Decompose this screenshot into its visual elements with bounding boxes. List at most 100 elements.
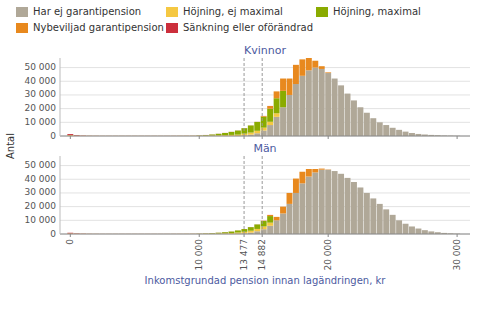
bar-segment xyxy=(364,112,370,113)
bar-segment xyxy=(370,198,376,199)
bar-segment xyxy=(396,220,402,221)
bar-segment xyxy=(383,125,389,126)
bar-segment xyxy=(254,229,260,231)
bar-segment xyxy=(403,223,409,224)
bar-segment xyxy=(261,220,267,221)
bar-segment xyxy=(280,213,286,234)
bar-segment xyxy=(261,116,267,118)
bar-segment xyxy=(377,203,383,204)
bar-segment xyxy=(351,182,357,183)
bar-segment xyxy=(435,232,441,233)
y-axis-label: Antal xyxy=(5,133,16,159)
x-axis xyxy=(60,136,470,137)
bar-segment xyxy=(332,78,338,79)
bar-segment xyxy=(357,187,363,188)
bar-segment xyxy=(299,171,305,172)
bar-segment xyxy=(409,226,415,227)
bar-segment xyxy=(267,214,273,215)
bar-segment xyxy=(287,78,293,79)
bar-segment xyxy=(293,65,299,84)
bar-segment xyxy=(364,113,370,136)
bar-segment xyxy=(312,60,318,61)
bar-segment xyxy=(235,130,241,131)
bar-segment xyxy=(248,125,254,126)
bar-segment xyxy=(299,183,305,234)
bar-segment xyxy=(435,232,441,233)
bar-segment xyxy=(254,224,260,229)
bar-segment xyxy=(325,73,331,74)
x-axis-label: Inkomstgrundad pension innan lagändringe… xyxy=(145,275,387,286)
bar-segment xyxy=(377,203,383,204)
bar-segment xyxy=(390,214,396,215)
bar-segment xyxy=(370,118,376,136)
x-tick xyxy=(199,234,200,237)
bar-segment xyxy=(222,132,228,133)
bar-segment xyxy=(325,169,331,170)
bar-segment xyxy=(377,122,383,136)
bar-segment xyxy=(345,93,351,94)
bar-segment xyxy=(345,94,351,136)
bars xyxy=(67,156,460,234)
bar-segment xyxy=(428,134,434,135)
bar-segment xyxy=(383,125,389,126)
x-tick-label: 20 000 xyxy=(323,239,333,271)
bar-segment xyxy=(364,192,370,193)
bar-segment xyxy=(209,233,215,234)
panel-title: Män xyxy=(253,142,276,155)
bar-segment xyxy=(357,107,363,108)
bar-segment xyxy=(441,232,447,233)
bar-segment xyxy=(351,100,357,101)
bar-segment xyxy=(274,220,280,234)
bar-segment xyxy=(332,171,338,234)
bar-segment xyxy=(345,93,351,94)
bar-segment xyxy=(338,85,344,86)
grid-line xyxy=(60,94,470,95)
bar-segment xyxy=(345,177,351,178)
bar-segment xyxy=(229,131,235,132)
y-tick-label: 20 000 xyxy=(25,201,57,211)
bar-segment xyxy=(299,76,305,136)
bar-segment xyxy=(403,223,409,224)
bar-segment xyxy=(338,85,344,86)
x-tick xyxy=(457,136,458,139)
bar-segment xyxy=(332,171,338,172)
bar-segment xyxy=(248,227,254,228)
y-axis xyxy=(60,58,61,136)
bar-segment xyxy=(274,91,280,92)
reference-line xyxy=(262,156,263,234)
bar-segment xyxy=(390,214,396,215)
bar-segment xyxy=(338,173,344,174)
bar-segment xyxy=(383,209,389,234)
bar-segment xyxy=(396,129,402,130)
bar-segment xyxy=(299,59,305,75)
bar-segment xyxy=(428,231,434,232)
y-axis xyxy=(60,156,61,234)
bar-segment xyxy=(222,232,228,233)
grid-line xyxy=(60,108,470,109)
grid-line xyxy=(60,220,470,221)
x-tick xyxy=(262,234,263,237)
x-tick xyxy=(457,234,458,237)
bar-segment xyxy=(248,227,254,228)
bar-segment xyxy=(287,193,293,204)
bar-segment xyxy=(306,58,312,70)
bar-segment xyxy=(293,179,299,193)
bar-segment xyxy=(325,72,331,74)
bar-segment xyxy=(203,135,209,136)
bar-segment xyxy=(254,121,260,122)
bar-segment xyxy=(396,220,402,221)
bar-segment xyxy=(267,122,273,125)
bar-segment xyxy=(312,169,318,172)
bar-segment xyxy=(403,224,409,234)
bar-segment xyxy=(357,107,363,108)
bar-segment xyxy=(422,230,428,231)
bar-segment xyxy=(325,170,331,234)
bar-segment xyxy=(377,122,383,123)
bar-segment xyxy=(357,187,363,188)
bar-segment xyxy=(351,182,357,183)
bar-segment xyxy=(415,133,421,134)
panel-title: Kvinnor xyxy=(244,44,286,57)
y-tick-label: 40 000 xyxy=(25,76,57,86)
bar-segment xyxy=(390,127,396,128)
x-tick-label: 10 000 xyxy=(194,239,204,271)
